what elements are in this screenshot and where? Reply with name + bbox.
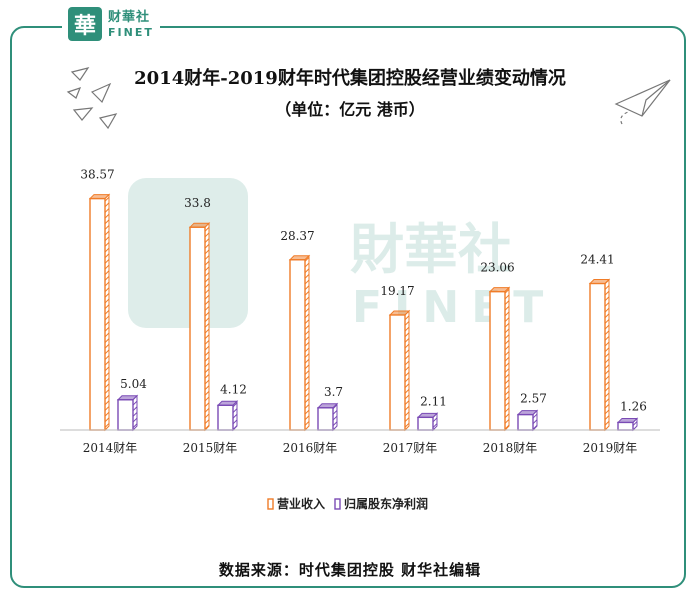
bar-profit-4-top [516, 410, 539, 416]
bar-profit-2-top [316, 403, 339, 409]
data-label-revenue-4: 23.06 [480, 261, 514, 275]
bar-revenue-4-top [488, 287, 511, 293]
bar-profit-5 [616, 417, 639, 432]
bar-profit-0-front [117, 399, 134, 431]
bar-revenue-5 [588, 278, 611, 432]
logo-en: FINET [108, 25, 154, 39]
watermark-logo-mark [128, 178, 248, 328]
data-label-revenue-2: 28.37 [280, 229, 314, 243]
bar-revenue-2-top [288, 255, 311, 261]
logo-mark: 華 [68, 7, 102, 41]
logo-cn: 财華社 [108, 9, 151, 25]
bar-profit-0-top [116, 395, 139, 401]
paper-plane-cluster-icon [66, 67, 118, 130]
bar-profit-3 [416, 412, 439, 432]
data-label-revenue-5: 24.41 [580, 253, 614, 267]
title-line-1: 2014财年-2019财年时代集团控股经营业绩变动情况 [134, 68, 566, 89]
legend: 营业收入 归属股东净利润 [267, 496, 428, 511]
data-label-profit-1: 4.12 [220, 382, 247, 396]
finet-logo: 華 财華社 FINET [62, 4, 160, 44]
bar-revenue-3-top [388, 310, 411, 316]
legend-swatch-profit [334, 498, 341, 510]
logo-text: 财華社 FINET [108, 11, 154, 38]
data-label-revenue-1: 33.8 [184, 196, 211, 210]
bar-revenue-3-front [389, 314, 406, 431]
bar-revenue-0 [88, 193, 111, 432]
bar-profit-2-front [317, 407, 334, 431]
bar-revenue-0-top [88, 194, 111, 200]
source-note: 数据来源：时代集团控股 财华社编辑 [218, 561, 482, 579]
bar-profit-3-top [416, 412, 439, 418]
data-label-profit-5: 1.26 [620, 399, 647, 413]
chart-frame [10, 26, 686, 588]
bar-profit-2 [316, 402, 339, 432]
data-label-profit-2: 3.7 [324, 385, 343, 399]
bar-profit-1 [216, 400, 239, 432]
bar-revenue-3 [388, 309, 411, 432]
bar-profit-5-top [616, 417, 639, 423]
bar-revenue-0-front [89, 197, 106, 431]
x-tick-label-5: 2019财年 [583, 441, 638, 455]
bar-revenue-1-front [189, 226, 206, 431]
bar-revenue-5-top [588, 279, 611, 285]
bar-revenue-1-top [188, 222, 211, 228]
data-label-revenue-3: 19.17 [380, 284, 414, 298]
bar-revenue-4 [488, 286, 511, 432]
bar-profit-0 [116, 394, 139, 432]
bar-profit-4 [516, 409, 539, 432]
watermark-en: FINET [352, 282, 555, 333]
x-tick-label-3: 2017财年 [383, 441, 438, 455]
bar-profit-1-front [217, 404, 234, 431]
x-tick-label-0: 2014财年 [83, 441, 138, 455]
data-label-profit-3: 2.11 [420, 394, 447, 408]
bar-revenue-2 [288, 254, 311, 432]
title-line-2: （单位：亿元 港币） [275, 100, 425, 119]
chart-title: 2014财年-2019财年时代集团控股经营业绩变动情况 （单位：亿元 港币） [0, 64, 700, 120]
data-label-profit-4: 2.57 [520, 392, 547, 406]
x-tick-label-4: 2018财年 [483, 441, 538, 455]
bar-profit-5-front [617, 421, 634, 431]
data-label-profit-0: 5.04 [120, 377, 147, 391]
legend-label-revenue: 营业收入 [277, 496, 325, 511]
bar-profit-3-front [417, 416, 434, 431]
watermark-cn: 財華社 [350, 218, 512, 281]
data-label-revenue-0: 38.57 [80, 168, 114, 182]
bar-profit-4-front [517, 413, 534, 431]
x-tick-label-2: 2016财年 [283, 441, 338, 455]
watermark: 財華社 FINET [128, 178, 555, 333]
legend-swatch-revenue [267, 498, 274, 510]
paper-plane-icon [614, 79, 671, 125]
legend-label-profit: 归属股东净利润 [344, 496, 428, 511]
bar-profit-1-top [216, 400, 239, 406]
bar-revenue-2-front [289, 259, 306, 431]
bar-revenue-1 [188, 221, 211, 432]
bar-revenue-4-front [489, 290, 506, 431]
bar-revenue-5-front [589, 282, 606, 431]
bars-layer: 38.57 5.04 2014财年 33.8 4.12 2015财年 28.37 3.7 201… [80, 168, 647, 455]
x-tick-label-1: 2015财年 [183, 441, 238, 455]
